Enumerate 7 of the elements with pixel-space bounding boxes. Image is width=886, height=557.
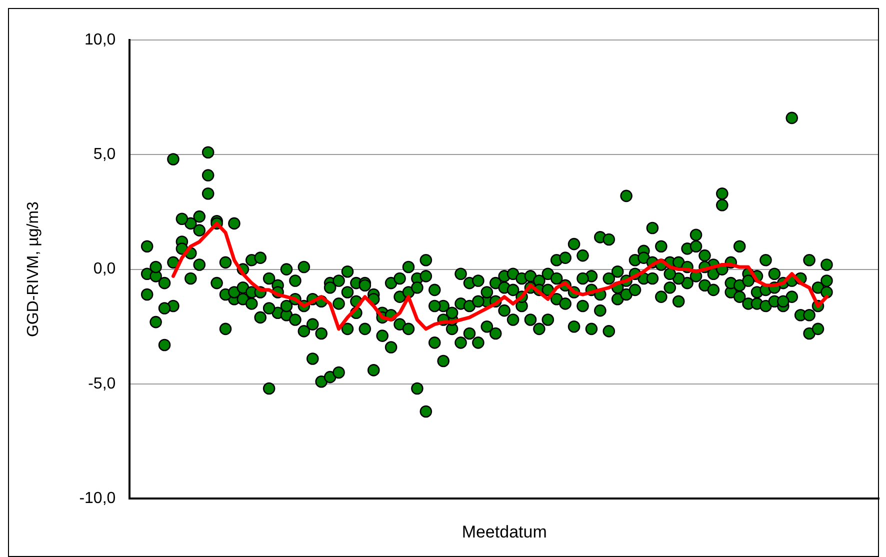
y-tick-label: -5,0 [88, 375, 116, 392]
y-tick-label: 5,0 [93, 146, 116, 164]
y-axis-title: GGD-RIVM, µg/m3 [25, 201, 42, 338]
y-tick-label: 0,0 [93, 260, 116, 278]
x-axis-title: Meetdatum [462, 522, 547, 542]
y-tick-label: -10,0 [79, 490, 116, 508]
y-tick-label: 10,0 [84, 31, 116, 48]
